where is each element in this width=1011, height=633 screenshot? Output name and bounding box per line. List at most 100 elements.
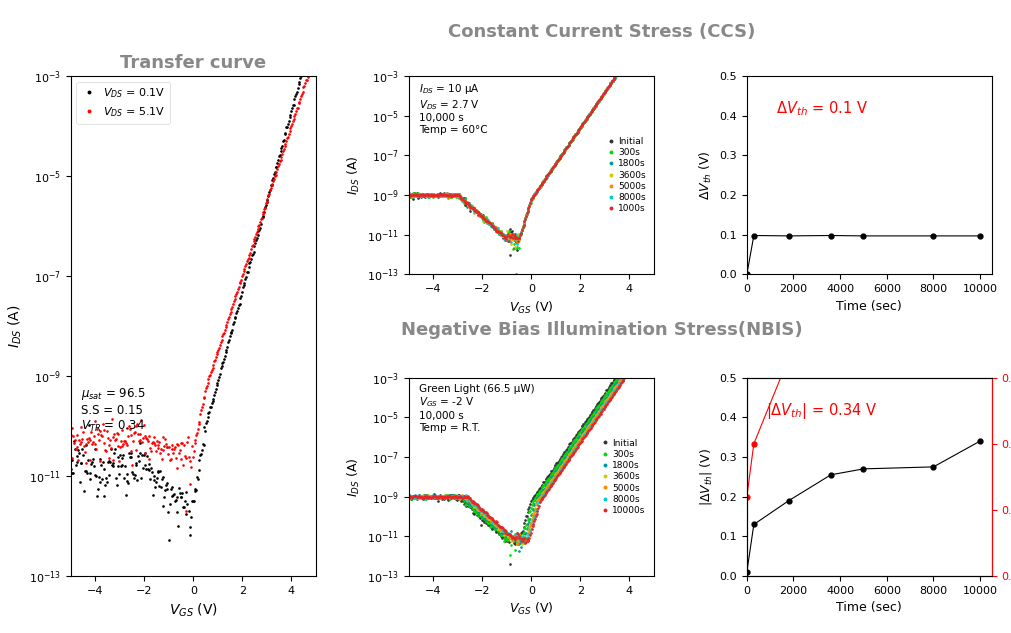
- $V_{DS}$ = 5.1V: [180, 508, 192, 515]
- Line: Initial: Initial: [407, 19, 654, 256]
- 300s: [647, 322, 659, 329]
- $V_{DS}$ = 5.1V: [215, 336, 227, 344]
- 3600s: [647, 17, 659, 25]
- 3600s: [402, 191, 415, 199]
- $V_{DS}$ = 0.1V: [309, 16, 321, 24]
- 10000s: [548, 477, 560, 484]
- 5000s: [402, 192, 415, 199]
- 1000s: [553, 154, 565, 161]
- $V_{DS}$ = 0.1V: [66, 456, 78, 464]
- 8000s: [548, 475, 560, 483]
- 1800s: [549, 160, 561, 168]
- $V_{DS}$ = 0.1V: [215, 362, 227, 370]
- $V_{DS}$ = 5.1V: [211, 348, 223, 356]
- 5000s: [548, 161, 560, 169]
- 1000s: [548, 161, 560, 169]
- 300s: [553, 154, 565, 161]
- 8000s: [625, 49, 637, 56]
- Initial: [403, 192, 416, 199]
- Line: 8000s: 8000s: [407, 333, 654, 544]
- Y-axis label: $|\Delta V_{th}|$ (V): $|\Delta V_{th}|$ (V): [698, 448, 713, 506]
- 1000s: [647, 16, 659, 24]
- X-axis label: Time (sec): Time (sec): [836, 601, 901, 614]
- 300s: [402, 492, 415, 499]
- 8000s: [553, 468, 565, 475]
- $V_{DS}$ = 5.1V: [309, 46, 321, 54]
- Initial: [549, 160, 561, 168]
- Line: 3600s: 3600s: [407, 20, 654, 248]
- 5000s: [403, 492, 416, 499]
- $V_{DS}$ = 0.1V: [211, 379, 223, 387]
- 300s: [549, 160, 561, 168]
- Line: 300s: 300s: [407, 19, 654, 280]
- $V_{DS}$ = 5.1V: [287, 115, 299, 123]
- 5000s: [553, 154, 565, 161]
- 3600s: [403, 192, 416, 200]
- 300s: [647, 16, 659, 24]
- Initial: [549, 461, 561, 469]
- 5000s: [553, 465, 565, 473]
- 5000s: [548, 473, 560, 480]
- 1000s: [502, 237, 515, 245]
- 1800s: [512, 547, 524, 555]
- 1000s: [625, 49, 637, 56]
- 1800s: [610, 380, 622, 387]
- 3600s: [548, 161, 560, 169]
- Text: $I_{DS}$ = 10 μA
$V_{DS}$ = 2.7 V
10,000 s
Temp = 60°C: $I_{DS}$ = 10 μA $V_{DS}$ = 2.7 V 10,000…: [419, 82, 486, 135]
- 8000s: [549, 473, 561, 481]
- Line: 1800s: 1800s: [407, 19, 654, 275]
- Line: $V_{DS}$ = 5.1V: $V_{DS}$ = 5.1V: [70, 49, 316, 513]
- 3600s: [402, 492, 415, 500]
- 1800s: [510, 270, 522, 278]
- Initial: [647, 318, 659, 325]
- 3600s: [516, 540, 528, 548]
- 10000s: [647, 332, 659, 340]
- 3600s: [647, 327, 659, 335]
- $V_{DS}$ = 0.1V: [65, 465, 77, 472]
- 300s: [548, 466, 560, 473]
- 300s: [500, 275, 513, 283]
- 3600s: [549, 160, 561, 168]
- 3600s: [548, 472, 560, 479]
- 300s: [610, 376, 622, 384]
- 1800s: [549, 468, 561, 475]
- 300s: [403, 492, 416, 500]
- Initial: [402, 189, 415, 197]
- 8000s: [403, 191, 416, 198]
- $V_{DS}$ = 5.1V: [272, 163, 284, 170]
- 1000s: [549, 160, 561, 168]
- Initial: [403, 492, 416, 500]
- 1800s: [647, 16, 659, 24]
- Initial: [553, 154, 565, 161]
- Legend: Initial, 300s, 1800s, 3600s, 5000s, 8000s, 10000s: Initial, 300s, 1800s, 3600s, 5000s, 8000…: [598, 435, 649, 518]
- X-axis label: $V_{GS}$ (V): $V_{GS}$ (V): [509, 601, 553, 617]
- Initial: [503, 251, 516, 259]
- Initial: [548, 161, 560, 168]
- 10000s: [553, 470, 565, 477]
- Text: |Δ$V_{th}$| = 0.34 V: |Δ$V_{th}$| = 0.34 V: [765, 401, 877, 422]
- 10000s: [519, 539, 531, 547]
- Initial: [610, 71, 622, 78]
- 3600s: [625, 49, 637, 57]
- 8000s: [647, 17, 659, 25]
- 3600s: [610, 382, 622, 390]
- 5000s: [402, 493, 415, 501]
- 8000s: [402, 191, 415, 198]
- X-axis label: Time (sec): Time (sec): [836, 299, 901, 313]
- $V_{DS}$ = 0.1V: [210, 381, 222, 389]
- 3600s: [509, 243, 521, 251]
- 300s: [553, 458, 565, 466]
- 5000s: [549, 472, 561, 480]
- 1000s: [610, 72, 622, 79]
- Y-axis label: $I_{DS}$ (A): $I_{DS}$ (A): [345, 156, 361, 195]
- 10000s: [625, 364, 637, 372]
- X-axis label: $V_{GS}$ (V): $V_{GS}$ (V): [509, 299, 553, 316]
- 8000s: [403, 494, 416, 502]
- Initial: [647, 16, 659, 24]
- $V_{DS}$ = 0.1V: [287, 101, 299, 109]
- Text: Δ$V_{th}$ = 0.1 V: Δ$V_{th}$ = 0.1 V: [775, 100, 867, 118]
- 1800s: [402, 191, 415, 199]
- Y-axis label: $\Delta V_{th}$ (V): $\Delta V_{th}$ (V): [697, 151, 713, 200]
- $V_{DS}$ = 5.1V: [65, 431, 77, 439]
- 8000s: [516, 539, 528, 546]
